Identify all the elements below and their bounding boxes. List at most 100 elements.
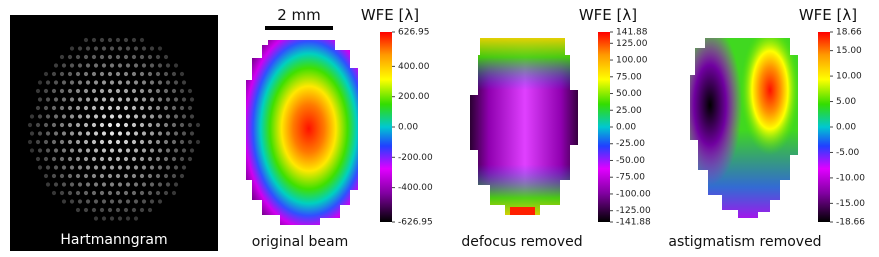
- spot: [83, 105, 89, 111]
- spot: [51, 156, 57, 162]
- spot: [139, 88, 145, 94]
- spot: [147, 190, 153, 196]
- caption: defocus removed: [461, 234, 582, 250]
- spot: [117, 182, 123, 187]
- spot: [149, 63, 155, 68]
- spot: [125, 97, 131, 102]
- spot: [99, 156, 105, 162]
- spot: [147, 88, 153, 94]
- spot: [51, 139, 57, 145]
- spot: [77, 165, 83, 170]
- spot: [101, 165, 107, 170]
- spot: [189, 148, 195, 153]
- spot: [139, 139, 145, 145]
- spot: [187, 105, 193, 111]
- spot: [53, 131, 59, 136]
- spot: [117, 63, 123, 68]
- spot: [43, 71, 49, 77]
- spot: [123, 122, 129, 128]
- spot: [125, 131, 131, 136]
- spot: [187, 88, 193, 94]
- spot: [165, 148, 171, 153]
- spot: [93, 46, 99, 51]
- spot: [123, 71, 129, 77]
- spot: [141, 114, 147, 119]
- spot: [115, 88, 121, 94]
- spot: [51, 173, 57, 179]
- tick-label: 141.88: [616, 28, 648, 38]
- spot: [85, 97, 91, 102]
- spot: [85, 114, 91, 119]
- spot: [75, 139, 81, 145]
- spot: [37, 80, 43, 85]
- spot: [99, 173, 105, 179]
- spot: [37, 131, 43, 136]
- spot: [59, 54, 65, 60]
- spot: [61, 80, 67, 85]
- spot: [171, 71, 177, 77]
- spot: [147, 71, 153, 77]
- spot: [45, 182, 51, 187]
- spot: [69, 148, 75, 153]
- spot: [117, 97, 123, 102]
- spot: [91, 156, 97, 162]
- spot: [195, 122, 201, 128]
- spot: [61, 165, 67, 170]
- spot: [107, 156, 113, 162]
- spot: [77, 131, 83, 136]
- spot: [155, 54, 161, 60]
- spot: [43, 122, 49, 128]
- spot: [109, 63, 115, 68]
- spot: [165, 97, 171, 102]
- spot: [101, 216, 107, 221]
- spot: [189, 114, 195, 119]
- spot: [171, 156, 177, 162]
- spot: [35, 122, 41, 128]
- caption: astigmatism removed: [668, 234, 821, 250]
- spot: [75, 207, 81, 213]
- spot: [181, 80, 187, 85]
- spot: [85, 131, 91, 136]
- spot: [91, 71, 97, 77]
- spot: [157, 80, 163, 85]
- spot: [109, 216, 115, 221]
- spot: [45, 165, 51, 170]
- spot: [91, 139, 97, 145]
- spot: [51, 71, 57, 77]
- spot: [53, 97, 59, 102]
- tick-label: 50.00: [616, 89, 642, 99]
- spot: [115, 71, 121, 77]
- spot: [189, 131, 195, 136]
- spot: [163, 139, 169, 145]
- spot: [69, 80, 75, 85]
- spot: [155, 139, 161, 145]
- spot: [165, 80, 171, 85]
- spot: [173, 80, 179, 85]
- colorbar-title: WFE [λ]: [579, 6, 637, 24]
- tick-label: 626.95: [398, 28, 430, 38]
- spot: [181, 165, 187, 170]
- tick-label: 100.00: [616, 56, 648, 66]
- spot: [85, 80, 91, 85]
- spot: [171, 88, 177, 94]
- spot: [45, 131, 51, 136]
- spot: [115, 173, 121, 179]
- spot: [99, 105, 105, 111]
- spot: [83, 88, 89, 94]
- spot: [131, 173, 137, 179]
- spot: [107, 105, 113, 111]
- tick-label: 0.00: [398, 123, 418, 133]
- spot: [93, 182, 99, 187]
- spot: [77, 182, 83, 187]
- spot: [187, 122, 193, 128]
- spot: [157, 165, 163, 170]
- tick-label: 400.00: [398, 62, 430, 72]
- spot: [131, 207, 137, 213]
- spot: [117, 131, 123, 136]
- spot: [77, 114, 83, 119]
- spot: [99, 88, 105, 94]
- spot: [85, 165, 91, 170]
- spot: [157, 46, 163, 51]
- spot: [155, 156, 161, 162]
- spot: [101, 148, 107, 153]
